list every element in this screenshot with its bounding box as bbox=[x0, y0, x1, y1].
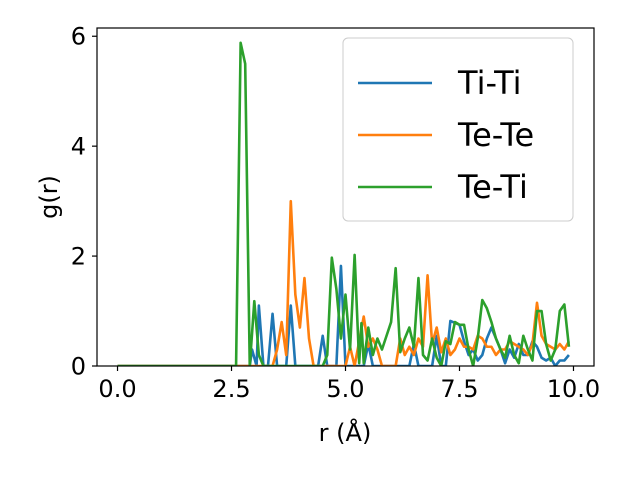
y-tick-label: 6 bbox=[71, 23, 86, 51]
x-tick-label: 0.0 bbox=[98, 375, 136, 403]
legend-label-ti-ti: Ti-Ti bbox=[457, 64, 522, 102]
x-tick-label: 2.5 bbox=[212, 375, 250, 403]
y-axis-label: g(r) bbox=[35, 175, 63, 219]
legend: Ti-Ti Te-Te Te-Ti bbox=[342, 37, 574, 222]
legend-label-te-te: Te-Te bbox=[457, 116, 534, 154]
y-tick-label: 2 bbox=[71, 243, 86, 271]
y-tick-label: 4 bbox=[71, 133, 86, 161]
legend-label-te-ti: Te-Ti bbox=[457, 168, 528, 206]
series-line-te-te bbox=[117, 199, 571, 366]
y-tick-label: 0 bbox=[71, 353, 86, 381]
x-axis-label: r (Å) bbox=[319, 418, 372, 447]
series-line-te-ti bbox=[117, 41, 571, 366]
x-axis: 0.0 2.5 5.0 7.5 10.0 bbox=[98, 366, 600, 403]
x-tick-label: 5.0 bbox=[326, 375, 364, 403]
series-layer bbox=[117, 41, 571, 366]
y-axis: 0 2 4 6 bbox=[71, 23, 97, 381]
x-tick-label: 10.0 bbox=[547, 375, 600, 403]
x-tick-label: 7.5 bbox=[440, 375, 478, 403]
